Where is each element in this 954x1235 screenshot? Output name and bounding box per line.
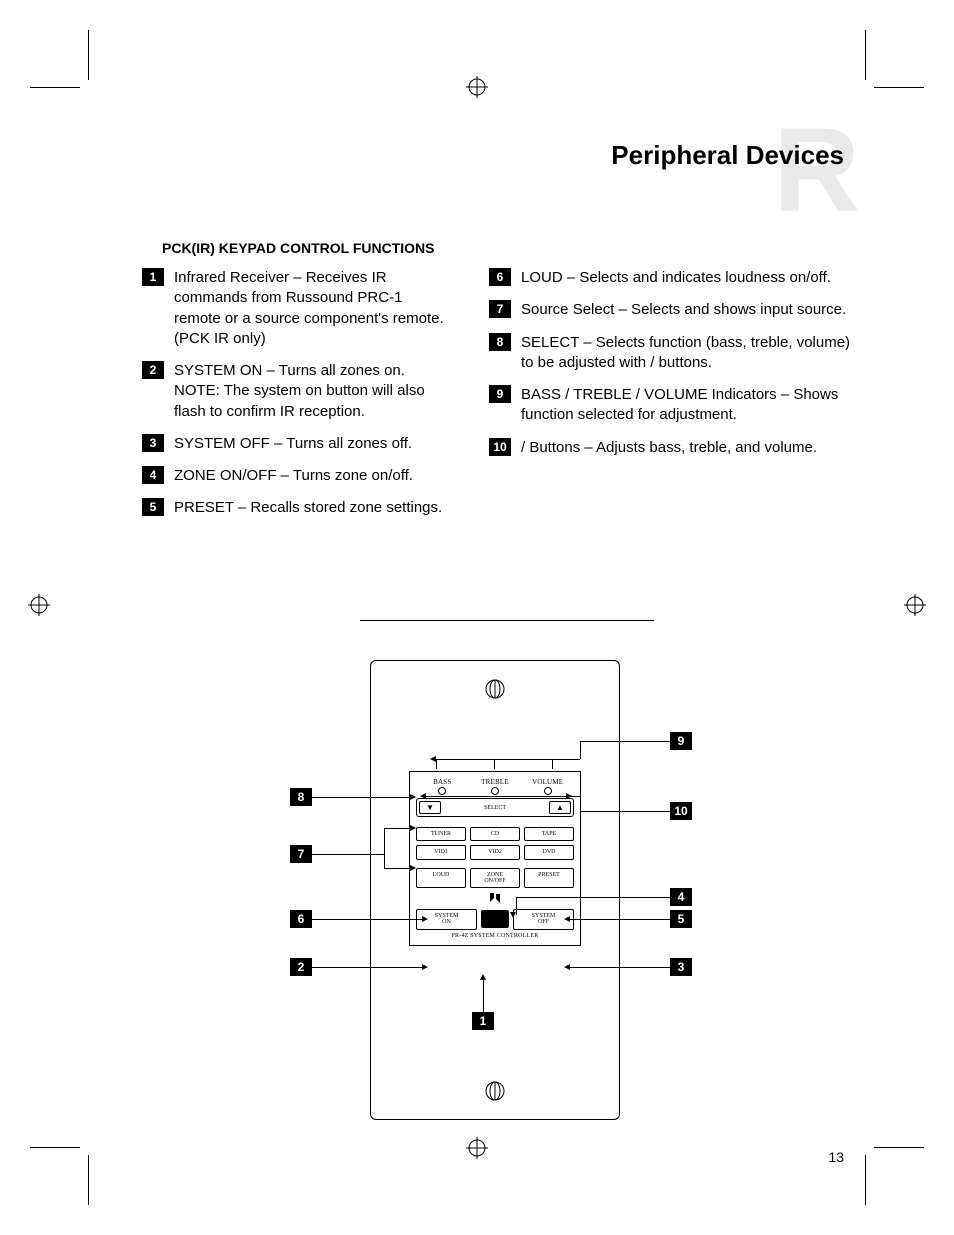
brand-logo-icon — [416, 892, 574, 906]
callout-10: 10 — [670, 802, 692, 820]
section-heading: PCK(IR) KEYPAD CONTROL FUNCTIONS — [162, 240, 874, 256]
btn-loud: LOUD — [416, 868, 466, 889]
indicator-bass: BASS — [416, 778, 468, 786]
ir-window — [481, 910, 509, 928]
btn-preset: PRESET — [524, 868, 574, 889]
function-item: 1 Infrared Receiver – Receives IR command… — [80, 268, 465, 349]
function-item: 9 BASS / TREBLE / VOLUME Indicators – Sho… — [489, 385, 874, 426]
callout-3: 3 — [670, 958, 692, 976]
function-text: SYSTEM ON – Turns all zones on. NOTE: Th… — [174, 361, 465, 422]
registration-mark — [904, 594, 926, 616]
function-number: 8 — [489, 333, 511, 351]
callout-4: 4 — [670, 888, 692, 906]
keypad-panel: BASS TREBLE VOLUME ▼ SELECT ▲ TUNER CD T… — [409, 771, 581, 946]
callout-2: 2 — [290, 958, 312, 976]
function-number: 10 — [489, 438, 511, 456]
btn-zone-onoff: ZONE ON/OFF — [470, 868, 520, 889]
function-text: Source Select – Selects and shows input … — [521, 300, 874, 320]
indicator-volume: VOLUME — [522, 778, 574, 786]
btn-vid1: VID1 — [416, 845, 466, 859]
function-item: 5 PRESET – Recalls stored zone settings. — [80, 498, 465, 518]
btn-tape: TAPE — [524, 827, 574, 841]
function-text: / Buttons – Adjusts bass, treble, and vo… — [521, 438, 874, 458]
callout-8: 8 — [290, 788, 312, 806]
btn-tuner: TUNER — [416, 827, 466, 841]
function-number: 1 — [142, 268, 164, 286]
btn-vid2: VID2 — [470, 845, 520, 859]
function-number: 7 — [489, 300, 511, 318]
screw-icon — [485, 1081, 505, 1101]
function-item: 3 SYSTEM OFF – Turns all zones off. — [80, 434, 465, 454]
callout-9: 9 — [670, 732, 692, 750]
btn-dvd: DVD — [524, 845, 574, 859]
function-text: SYSTEM OFF – Turns all zones off. — [174, 434, 465, 454]
registration-mark — [28, 594, 50, 616]
function-number: 2 — [142, 361, 164, 379]
function-text: BASS / TREBLE / VOLUME Indicators – Show… — [521, 385, 874, 426]
callout-7: 7 — [290, 845, 312, 863]
function-text: ZONE ON/OFF – Turns zone on/off. — [174, 466, 465, 486]
callout-5: 5 — [670, 910, 692, 928]
select-label: SELECT — [484, 805, 506, 811]
function-item: 7 Source Select – Selects and shows input… — [489, 300, 874, 320]
function-number: 6 — [489, 268, 511, 286]
btn-cd: CD — [470, 827, 520, 841]
callout-6: 6 — [290, 910, 312, 928]
function-item: 8 SELECT – Selects function (bass, treble… — [489, 333, 874, 374]
select-row: ▼ SELECT ▲ — [416, 798, 574, 817]
function-item: 4 ZONE ON/OFF – Turns zone on/off. — [80, 466, 465, 486]
up-button: ▲ — [549, 801, 571, 814]
function-text: PRESET – Recalls stored zone settings. — [174, 498, 465, 518]
page-number: 13 — [828, 1149, 844, 1165]
keypad-faceplate: BASS TREBLE VOLUME ▼ SELECT ▲ TUNER CD T… — [370, 660, 620, 1120]
keypad-diagram: BASS TREBLE VOLUME ▼ SELECT ▲ TUNER CD T… — [80, 620, 874, 1140]
function-number: 3 — [142, 434, 164, 452]
callout-1: 1 — [472, 1012, 494, 1030]
indicator-treble: TREBLE — [469, 778, 521, 786]
function-text: LOUD – Selects and indicates loudness on… — [521, 268, 874, 288]
page-title: Peripheral Devices — [611, 140, 844, 171]
function-number: 9 — [489, 385, 511, 403]
function-item: 10 / Buttons – Adjusts bass, treble, and… — [489, 438, 874, 458]
down-button: ▼ — [419, 801, 441, 814]
screw-icon — [485, 679, 505, 699]
function-text: SELECT – Selects function (bass, treble,… — [521, 333, 874, 374]
function-item: 2 SYSTEM ON – Turns all zones on. NOTE: T… — [80, 361, 465, 422]
function-text: Infrared Receiver – Receives IR commands… — [174, 268, 465, 349]
function-number: 5 — [142, 498, 164, 516]
function-number: 4 — [142, 466, 164, 484]
model-label: PR-4Z SYSTEM CONTROLLER — [416, 933, 574, 939]
function-item: 6 LOUD – Selects and indicates loudness o… — [489, 268, 874, 288]
